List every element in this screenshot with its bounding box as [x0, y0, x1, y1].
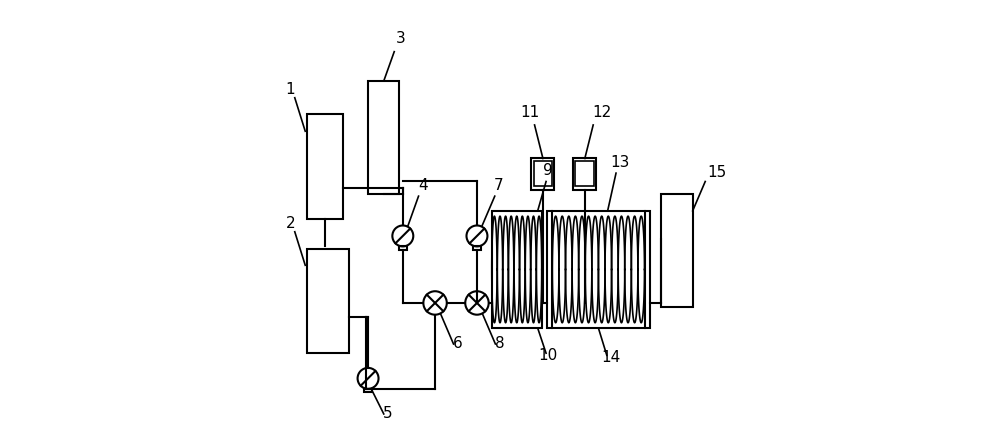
Text: 1: 1 — [286, 82, 295, 96]
Text: 5: 5 — [383, 406, 393, 421]
Text: 12: 12 — [592, 104, 611, 120]
Text: 8: 8 — [495, 336, 504, 351]
Text: 10: 10 — [539, 348, 558, 363]
Text: 6: 6 — [453, 336, 463, 351]
Text: 2: 2 — [286, 216, 295, 231]
Text: 14: 14 — [601, 349, 621, 365]
Text: 4: 4 — [418, 178, 428, 193]
Text: 11: 11 — [521, 104, 540, 120]
Text: 13: 13 — [611, 155, 630, 170]
Text: 7: 7 — [494, 178, 504, 193]
Text: 3: 3 — [396, 31, 405, 46]
Text: 9: 9 — [543, 163, 553, 178]
Text: 15: 15 — [707, 165, 727, 180]
